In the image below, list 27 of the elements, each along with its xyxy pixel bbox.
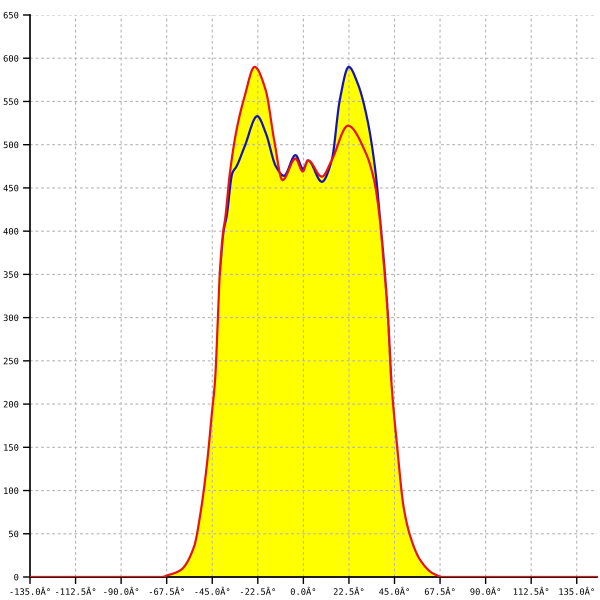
y-tick-label: 200: [4, 400, 18, 408]
y-tick-label: 300: [4, 314, 18, 322]
y-tick-label: 50: [8, 530, 18, 538]
y-tick-label: 0: [14, 574, 18, 580]
x-tick-label: 45.0Â°: [379, 586, 410, 595]
x-tick-label: -112.5Â°: [56, 586, 96, 595]
y-tick-label: 500: [4, 142, 18, 148]
x-tick-label: 112.5Â°: [514, 586, 548, 595]
y-tick-label: 100: [4, 487, 18, 494]
x-tick-label: 0.0Â°: [290, 586, 316, 595]
x-tick-label: -135.0Â°: [10, 586, 50, 595]
x-tick-label: -22.5Â°: [240, 586, 275, 595]
x-tick-label: 90.0Â°: [470, 586, 500, 595]
y-tick-label: 350: [4, 271, 18, 278]
x-tick-label: -67.5Â°: [150, 586, 184, 595]
y-tick-label: 450: [4, 184, 18, 192]
y-tick-label: 600: [4, 55, 18, 62]
y-tick-label: 650: [4, 12, 18, 18]
y-tick-label: 550: [4, 98, 18, 105]
y-tick-label: 250: [4, 358, 18, 364]
x-tick-label: -90.0Â°: [104, 586, 138, 595]
y-tick-label: 150: [4, 444, 18, 451]
x-tick-label: 67.5Â°: [424, 586, 455, 595]
x-tick-label: 135.0Â°: [559, 586, 594, 595]
y-tick-label: 400: [4, 228, 18, 235]
x-tick-label: 22.5Â°: [334, 586, 364, 595]
x-tick-label: -45.0Â°: [195, 586, 230, 595]
